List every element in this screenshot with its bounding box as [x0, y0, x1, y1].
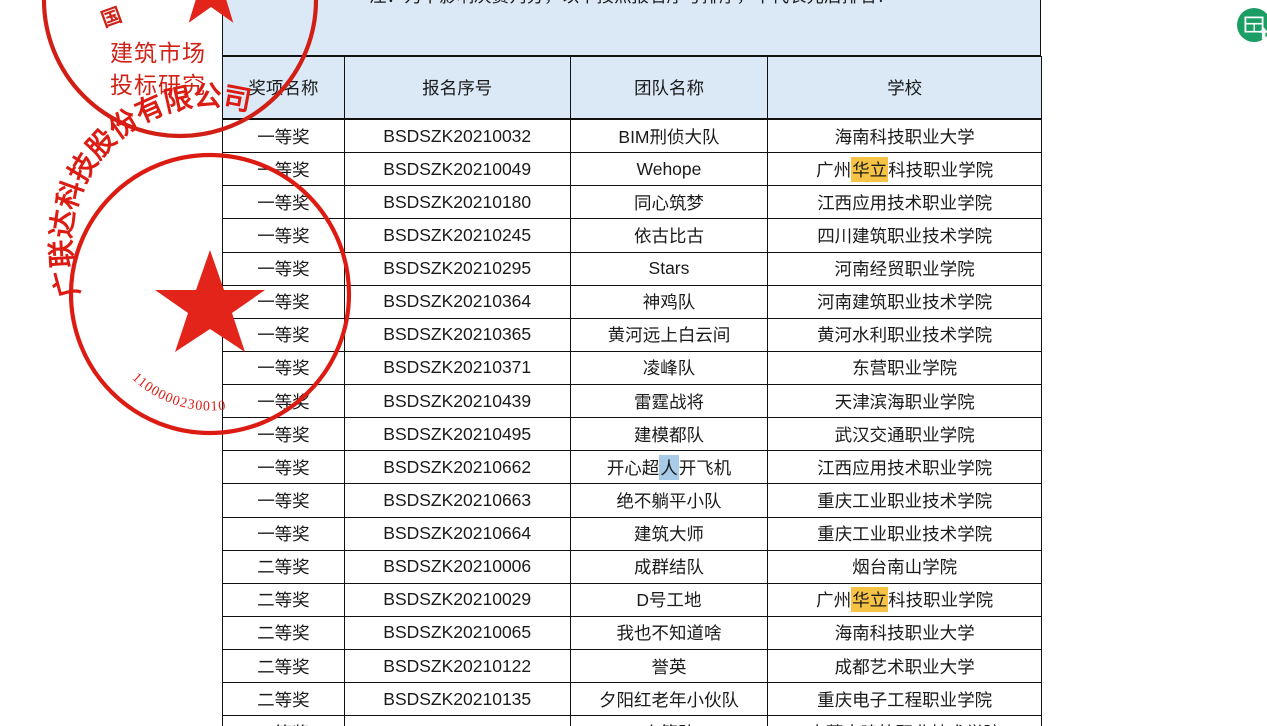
svg-text:投标研究: 投标研究: [110, 73, 206, 98]
svg-text:建筑市场: 建筑市场: [110, 41, 206, 66]
svg-text:国: 国: [98, 4, 124, 32]
svg-text:1100000230010: 1100000230010: [129, 370, 227, 414]
